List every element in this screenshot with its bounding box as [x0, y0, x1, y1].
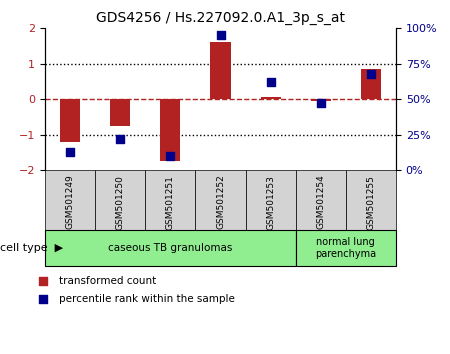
Point — [267, 79, 274, 85]
FancyBboxPatch shape — [296, 170, 346, 230]
Text: GSM501252: GSM501252 — [216, 175, 225, 229]
Point — [317, 101, 324, 106]
Text: GSM501249: GSM501249 — [66, 175, 75, 229]
Text: GSM501250: GSM501250 — [116, 175, 125, 230]
Title: GDS4256 / Hs.227092.0.A1_3p_s_at: GDS4256 / Hs.227092.0.A1_3p_s_at — [96, 11, 345, 24]
Point — [217, 33, 224, 38]
FancyBboxPatch shape — [195, 170, 246, 230]
Bar — [60, 99, 80, 142]
FancyBboxPatch shape — [145, 170, 195, 230]
FancyBboxPatch shape — [95, 170, 145, 230]
Bar — [110, 99, 130, 126]
Point — [367, 71, 374, 76]
Bar — [261, 97, 281, 99]
Text: cell type  ▶: cell type ▶ — [0, 243, 63, 253]
Text: transformed count: transformed count — [59, 276, 156, 286]
Point — [167, 153, 174, 159]
FancyBboxPatch shape — [296, 230, 396, 266]
Bar — [311, 99, 331, 101]
Bar — [361, 69, 381, 99]
Text: GSM501251: GSM501251 — [166, 175, 175, 230]
FancyBboxPatch shape — [45, 230, 296, 266]
Text: GSM501254: GSM501254 — [316, 175, 325, 229]
Point — [39, 279, 46, 284]
Point — [39, 296, 46, 302]
FancyBboxPatch shape — [45, 170, 95, 230]
Text: normal lung
parenchyma: normal lung parenchyma — [315, 237, 376, 259]
Text: percentile rank within the sample: percentile rank within the sample — [59, 294, 235, 304]
Text: GSM501253: GSM501253 — [266, 175, 275, 230]
Text: caseous TB granulomas: caseous TB granulomas — [108, 243, 233, 253]
Point — [117, 136, 124, 142]
Bar — [211, 42, 230, 99]
FancyBboxPatch shape — [346, 170, 396, 230]
FancyBboxPatch shape — [246, 170, 296, 230]
Point — [67, 149, 74, 154]
Bar — [160, 99, 180, 161]
Text: GSM501255: GSM501255 — [366, 175, 375, 230]
